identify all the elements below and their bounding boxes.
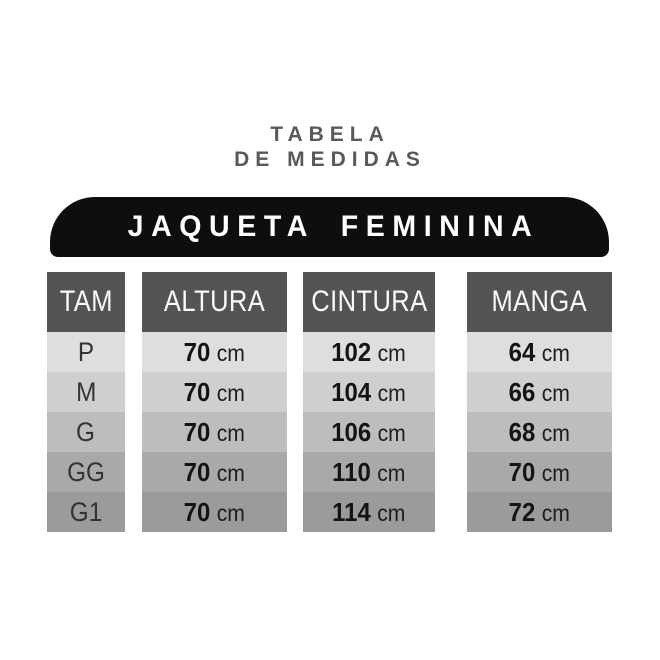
altura-value: 70 <box>183 496 211 527</box>
table-row-p-size-cell: P <box>47 332 125 372</box>
table-row-g-size-cell: G <box>47 412 125 452</box>
column-header-cintura: CINTURA <box>303 272 435 332</box>
unit-label: cm <box>541 339 571 366</box>
cintura-value: 104 <box>331 376 372 407</box>
unit-label: cm <box>541 499 571 526</box>
unit-label: cm <box>216 459 246 486</box>
table-row-g1-cintura-cell: 114 cm <box>303 492 435 532</box>
cintura-value: 106 <box>331 416 372 447</box>
column-header-altura: ALTURA <box>142 272 287 332</box>
column-header-tam: TAM <box>47 272 125 332</box>
altura-value: 70 <box>183 376 211 407</box>
page-title: TABELA DE MEDIDAS <box>0 122 660 172</box>
product-banner: JAQUETA FEMININA <box>50 197 609 257</box>
table-row-m-altura-cell: 70 cm <box>142 372 287 412</box>
altura-value: 70 <box>183 336 211 367</box>
unit-label: cm <box>378 419 407 446</box>
column-header-tam-label: TAM <box>59 285 113 318</box>
table-row-gg-altura-cell: 70 cm <box>142 452 287 492</box>
table-row-gg-manga-cell: 70 cm <box>467 452 612 492</box>
unit-label: cm <box>378 339 407 366</box>
column-header-manga-label: MANGA <box>491 285 588 318</box>
table-row-gg-size-cell: GG <box>47 452 125 492</box>
table-row-p-manga-cell: 64 cm <box>467 332 612 372</box>
unit-label: cm <box>216 339 246 366</box>
altura-value: 70 <box>183 456 211 487</box>
manga-value: 66 <box>508 376 536 407</box>
table-row-gg-cintura-cell: 110 cm <box>303 452 435 492</box>
table-row-m-size-cell: M <box>47 372 125 412</box>
product-banner-label: JAQUETA FEMININA <box>127 210 540 243</box>
manga-value: 70 <box>508 456 536 487</box>
title-line1: TABELA <box>270 123 390 146</box>
table-row-m-cintura-cell: 104 cm <box>303 372 435 412</box>
manga-value: 68 <box>508 416 536 447</box>
unit-label: cm <box>377 499 406 526</box>
column-header-cintura-label: CINTURA <box>310 285 428 318</box>
unit-label: cm <box>216 499 246 526</box>
unit-label: cm <box>541 419 571 446</box>
column-header-altura-label: ALTURA <box>163 285 266 318</box>
cintura-value: 114 <box>332 496 371 527</box>
table-row-g1-size-cell: G1 <box>47 492 125 532</box>
size-value: GG <box>67 456 105 487</box>
size-value: M <box>75 376 97 407</box>
altura-value: 70 <box>183 416 211 447</box>
unit-label: cm <box>378 379 407 406</box>
manga-value: 72 <box>508 496 536 527</box>
manga-value: 64 <box>508 336 536 367</box>
table-row-g1-altura-cell: 70 cm <box>142 492 287 532</box>
column-header-manga: MANGA <box>467 272 612 332</box>
size-value: G1 <box>69 496 103 527</box>
table-row-p-altura-cell: 70 cm <box>142 332 287 372</box>
table-row-p-cintura-cell: 102 cm <box>303 332 435 372</box>
table-row-m-manga-cell: 66 cm <box>467 372 612 412</box>
cintura-value: 102 <box>331 336 372 367</box>
unit-label: cm <box>377 459 406 486</box>
table-row-g-cintura-cell: 106 cm <box>303 412 435 452</box>
table-row-g-manga-cell: 68 cm <box>467 412 612 452</box>
unit-label: cm <box>216 419 246 446</box>
table-row-g1-manga-cell: 72 cm <box>467 492 612 532</box>
title-line2: DE MEDIDAS <box>234 148 426 171</box>
unit-label: cm <box>216 379 246 406</box>
size-value: G <box>76 416 96 447</box>
unit-label: cm <box>541 459 571 486</box>
table-row-g-altura-cell: 70 cm <box>142 412 287 452</box>
unit-label: cm <box>541 379 571 406</box>
size-value: P <box>77 336 95 367</box>
cintura-value: 110 <box>332 456 371 487</box>
